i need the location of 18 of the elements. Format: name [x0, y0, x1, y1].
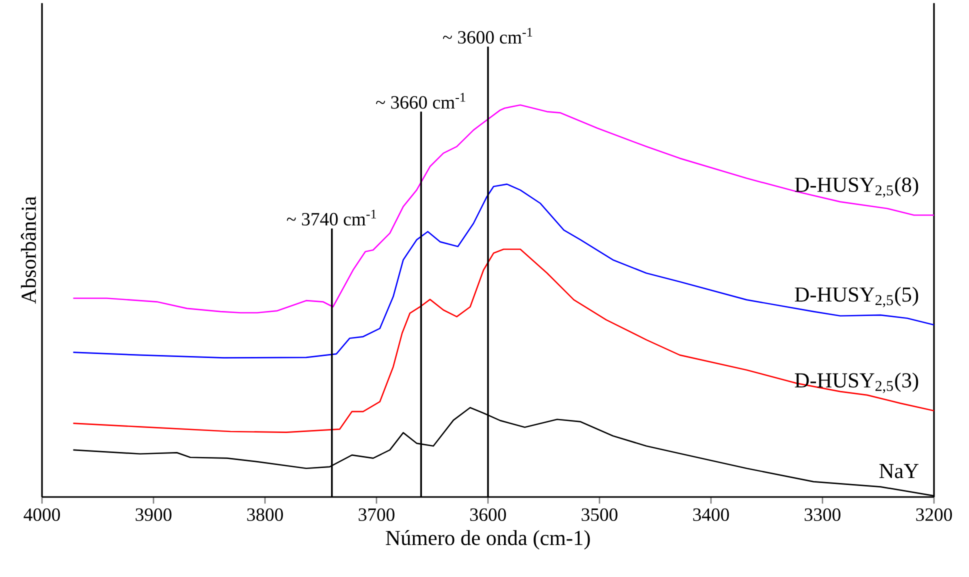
x-tick-label: 3800 [247, 508, 283, 521]
x-tick-label: 3900 [136, 508, 172, 521]
ref-line-label: ~ 3600 cm$^{-1}$ [442, 28, 532, 44]
x-tick-label: 3400 [693, 508, 729, 521]
x-axis-title: Número de onda (cm-1) [386, 530, 590, 550]
x-tick-label: 3600 [470, 508, 506, 521]
x-tick-label: 3700 [358, 508, 394, 521]
series-label: NaY [879, 464, 919, 478]
series-label: D-HUSY$_{2,5}$(8) [794, 176, 918, 198]
y-axis-title: Absorbância [20, 196, 36, 304]
series-label: D-HUSY$_{2,5}$(3) [794, 372, 918, 394]
x-tick-label: 3200 [916, 508, 952, 521]
x-tick-label: 4000 [24, 508, 60, 521]
ref-line-label: ~ 3740 cm$^{-1}$ [286, 210, 376, 226]
ref-line-label: ~ 3660 cm$^{-1}$ [376, 92, 466, 109]
series-label: D-HUSY$_{2,5}$(5) [794, 286, 918, 308]
x-tick-label: 3500 [582, 508, 618, 521]
x-tick-label: 3300 [804, 508, 840, 521]
